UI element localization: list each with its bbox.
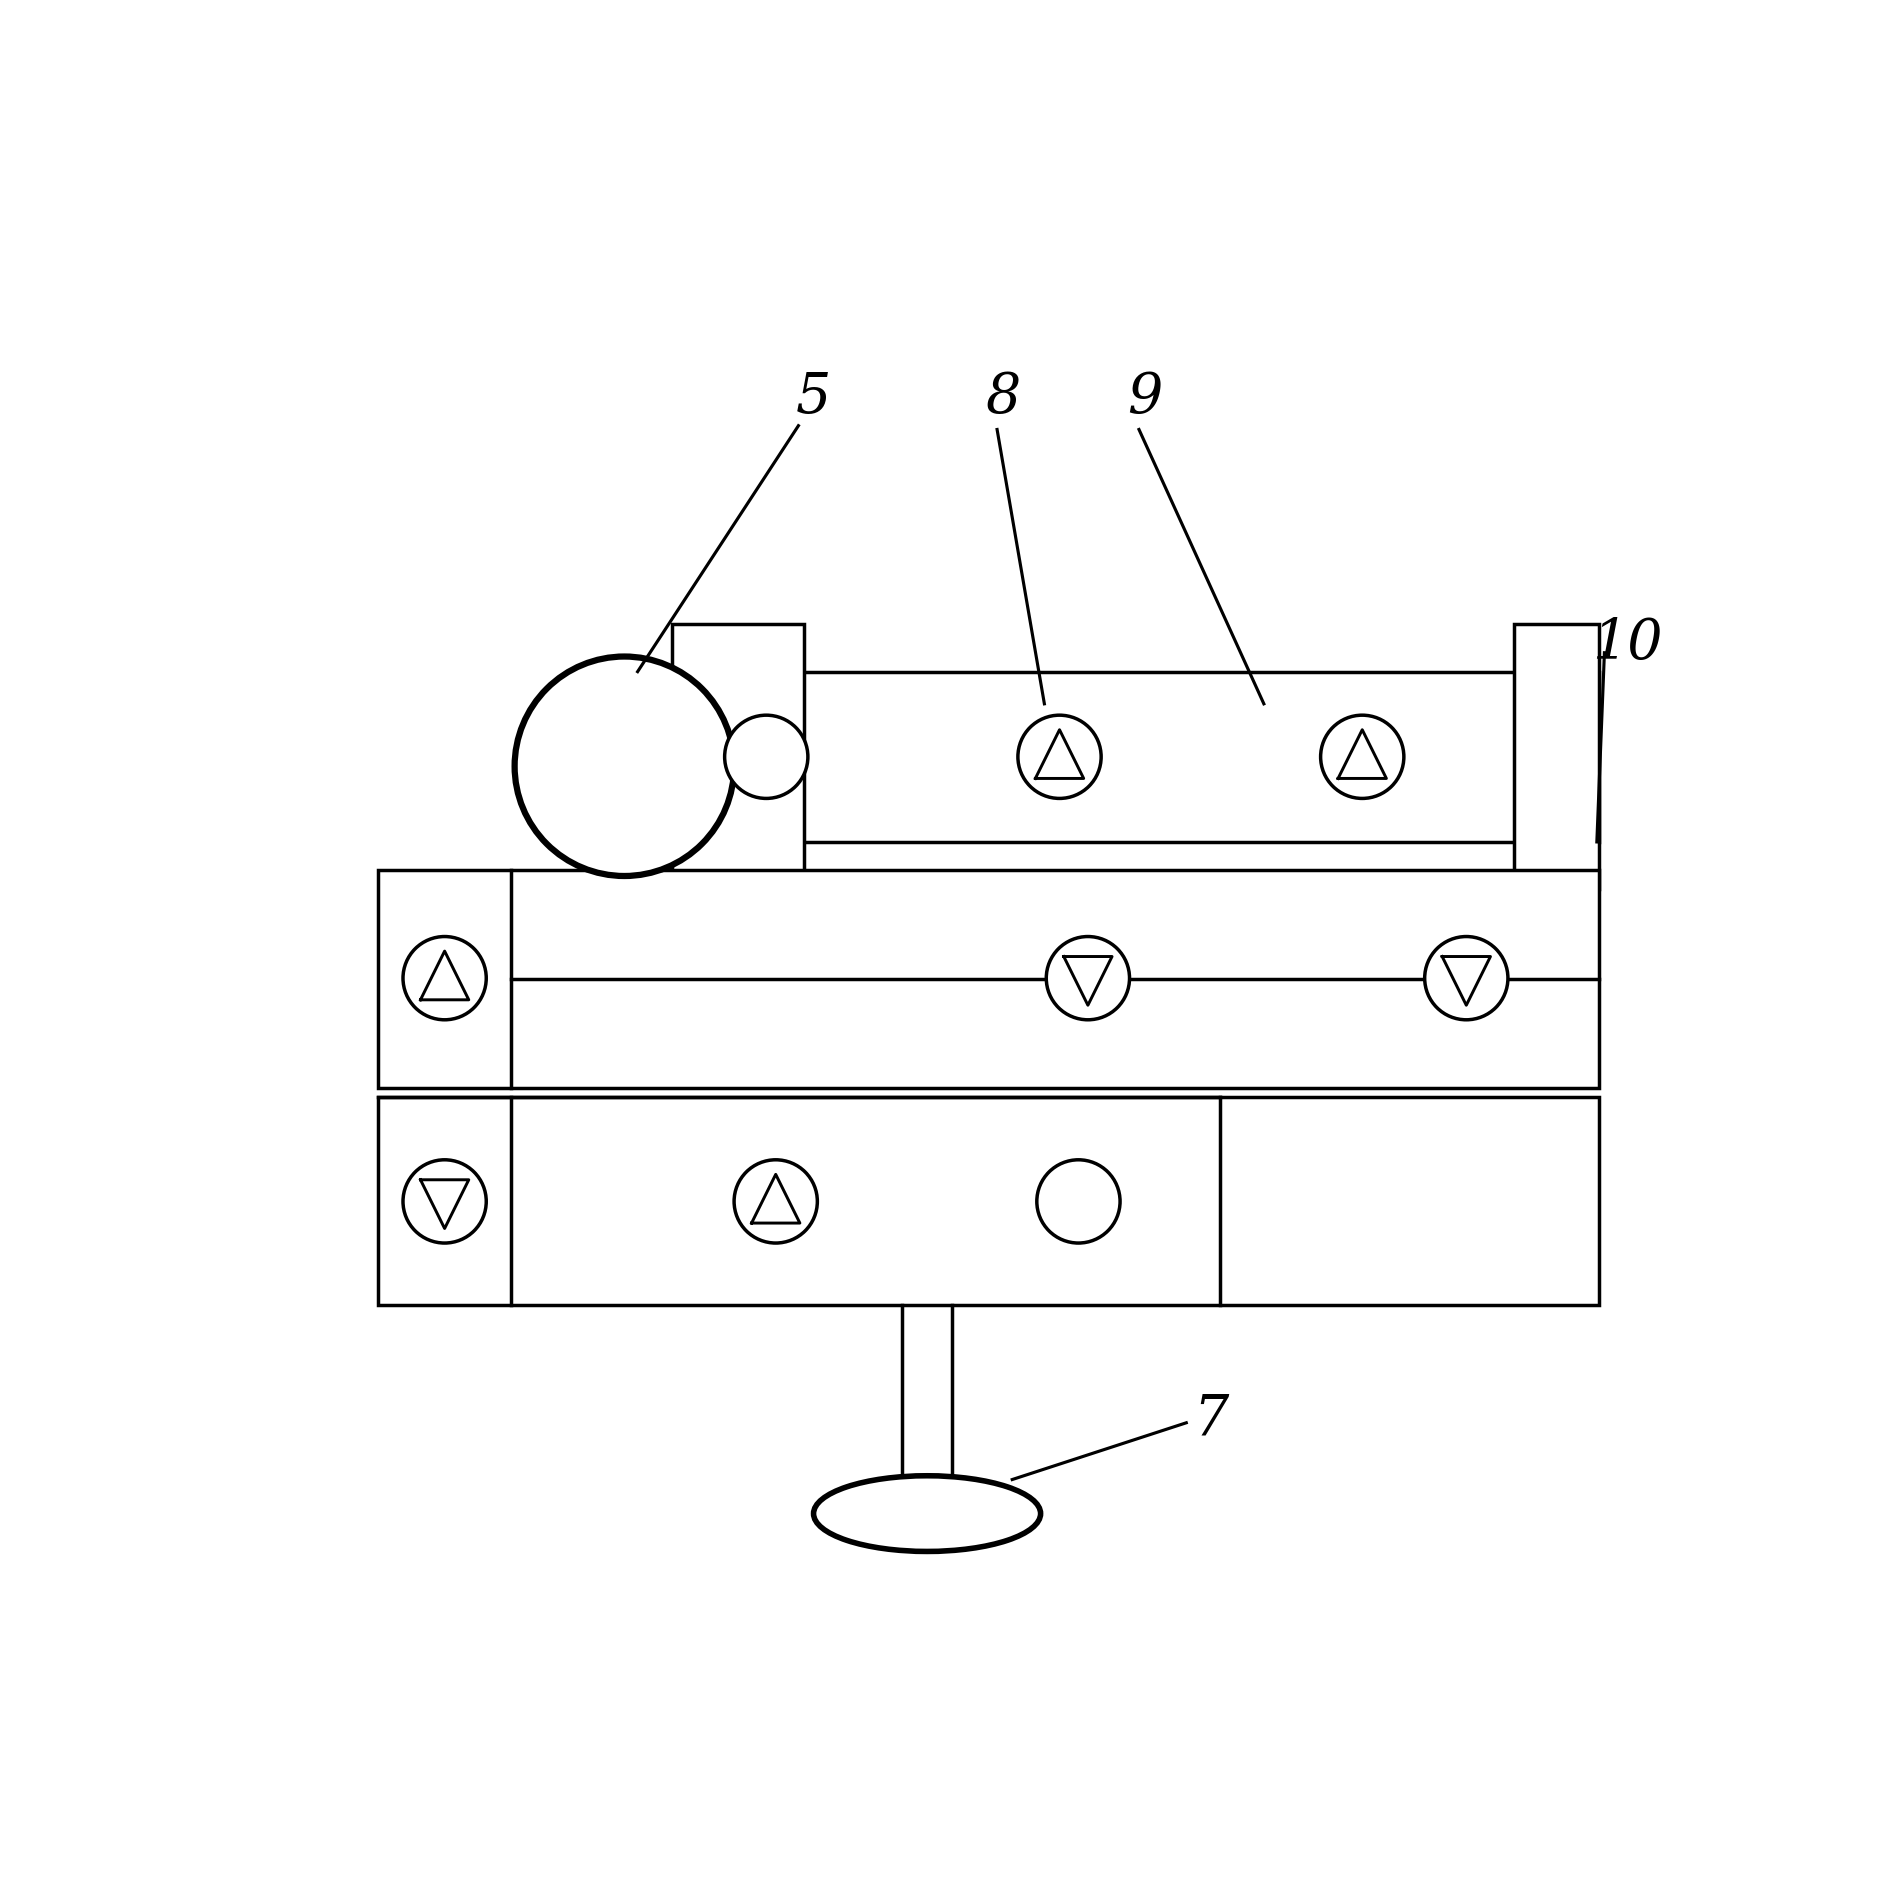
Circle shape bbox=[1321, 715, 1404, 798]
Text: 10: 10 bbox=[1591, 617, 1663, 670]
Circle shape bbox=[1425, 937, 1508, 1020]
Circle shape bbox=[515, 657, 734, 876]
Circle shape bbox=[725, 715, 808, 798]
Bar bbox=[378, 1097, 1599, 1305]
Circle shape bbox=[1018, 715, 1101, 798]
Text: 7: 7 bbox=[1194, 1393, 1228, 1445]
Ellipse shape bbox=[814, 1476, 1041, 1551]
Bar bbox=[672, 672, 1599, 842]
Bar bbox=[378, 870, 1599, 1088]
Bar bbox=[1514, 624, 1599, 889]
Bar bbox=[672, 624, 804, 889]
Circle shape bbox=[734, 1160, 817, 1243]
Text: 8: 8 bbox=[986, 371, 1020, 424]
Circle shape bbox=[1037, 1160, 1120, 1243]
Text: 9: 9 bbox=[1128, 371, 1162, 424]
Circle shape bbox=[403, 1160, 486, 1243]
Circle shape bbox=[403, 937, 486, 1020]
Text: 5: 5 bbox=[797, 371, 831, 424]
Circle shape bbox=[1046, 937, 1130, 1020]
